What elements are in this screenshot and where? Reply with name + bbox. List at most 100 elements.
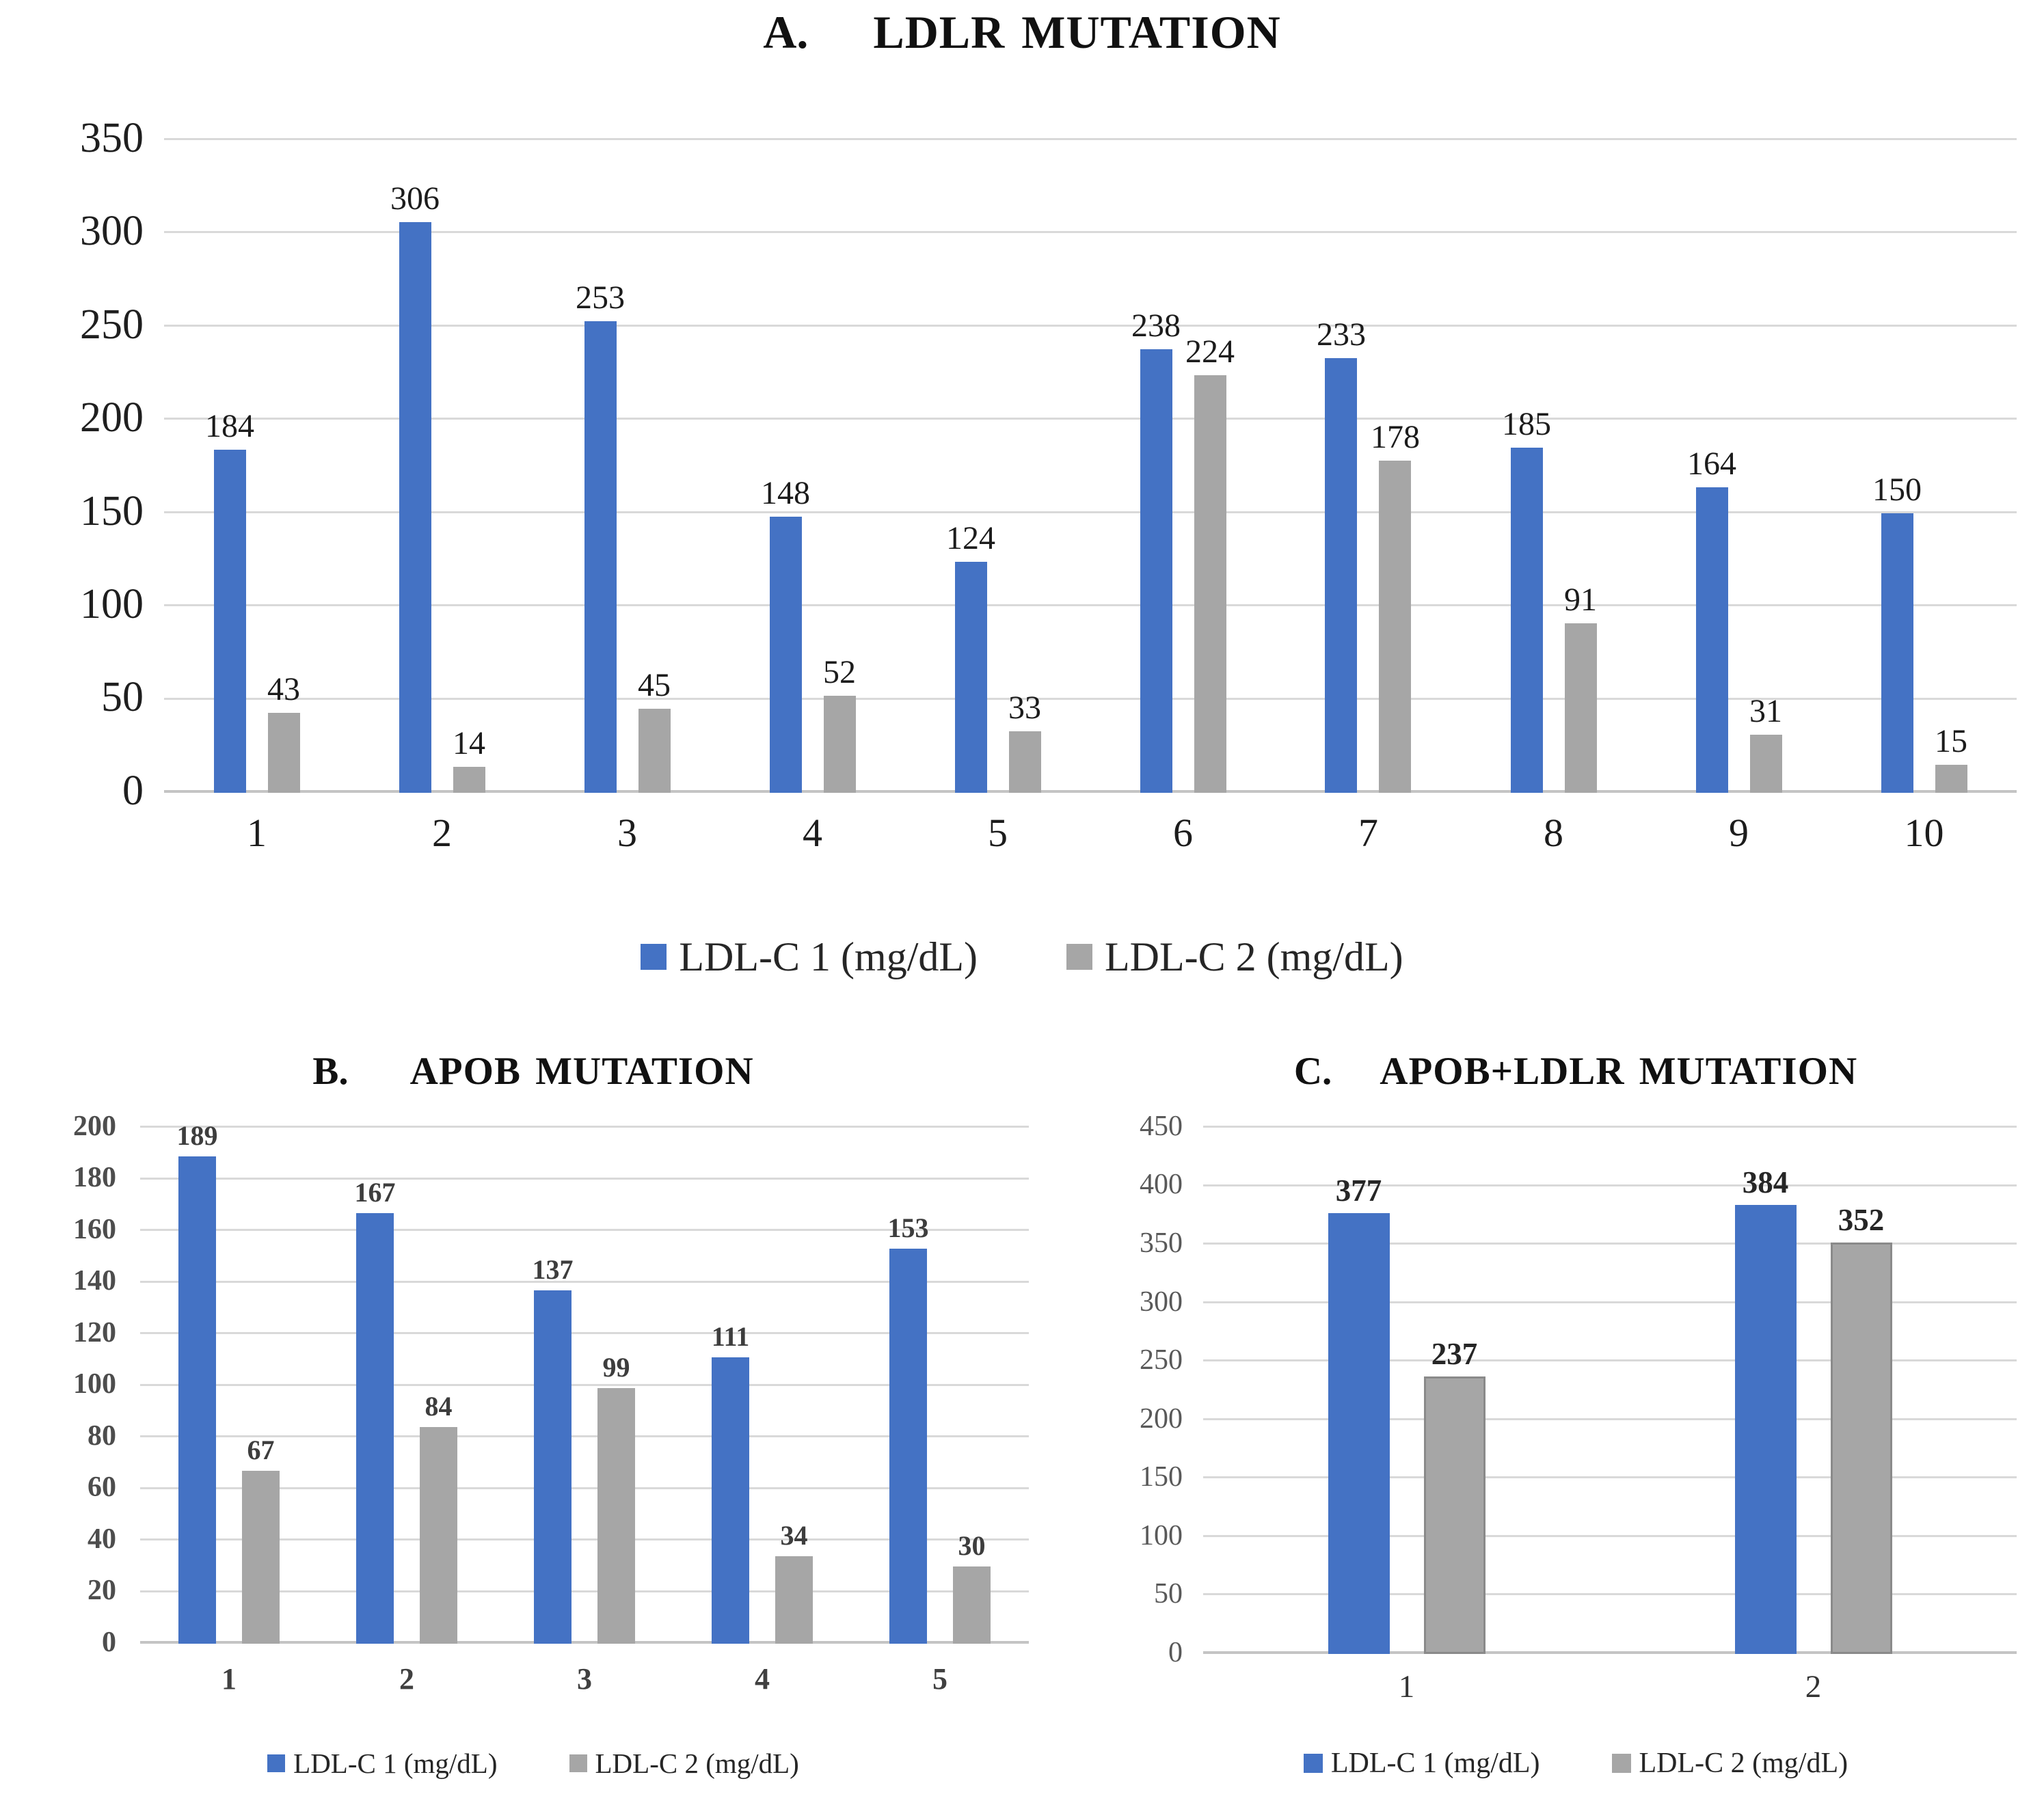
bar-series-1-category-7 (1325, 358, 1358, 793)
gridline (164, 324, 2017, 327)
legend-label: LDL-C 1 (mg/dL) (293, 1747, 498, 1779)
x-axis-category-label: 7 (1358, 811, 1378, 855)
gridline (164, 418, 2017, 420)
x-axis-category-label: 4 (755, 1662, 770, 1696)
bar-series-2-category-6 (1194, 375, 1226, 793)
bar-series-1-category-6 (1140, 349, 1172, 793)
y-axis-tick-label: 300 (80, 208, 144, 255)
x-axis-category-label: 4 (803, 811, 822, 855)
bar-value-label: 238 (1131, 307, 1181, 344)
y-axis-tick-label: 250 (80, 301, 144, 348)
bar-value-label: 14 (453, 724, 485, 761)
gridline (140, 1487, 1029, 1489)
bar-series-2-category-5 (953, 1566, 991, 1644)
chart-a-x-axis: 1 2 3 4 5 6 7 8 9 10 (164, 813, 2017, 875)
chart-b-legend: LDL-C 1 (mg/dL) LDL-C 2 (mg/dL) (14, 1736, 1053, 1791)
bar-value-label: 31 (1749, 693, 1782, 730)
gridline (140, 1332, 1029, 1334)
y-axis-tick-label: 150 (1140, 1461, 1183, 1493)
bar-series-2-category-8 (1564, 623, 1597, 793)
gridline (164, 138, 2017, 140)
bar-series-1-category-5 (889, 1249, 927, 1644)
y-axis-tick-label: 140 (73, 1265, 116, 1297)
gridline (140, 1383, 1029, 1386)
legend-swatch-icon (267, 1754, 286, 1772)
bar-series-1-category-1 (213, 449, 246, 793)
chart-b-plot-area: 0 20 40 60 80 100 120 140 160 180 200 189 67 167 84 137… (73, 1112, 1029, 1657)
chart-a-legend: LDL-C 1 (mg/dL) LDL-C 2 (mg/dL) (0, 919, 2044, 994)
bar-series-1-category-1 (178, 1156, 216, 1644)
gridline (140, 1280, 1029, 1283)
legend-swatch-icon (1303, 1754, 1323, 1773)
y-axis-tick-label: 0 (1168, 1636, 1183, 1668)
bar-value-label: 184 (205, 407, 254, 444)
chart-b-title: APOB MUTATION (409, 1050, 754, 1093)
bar-value-label: 384 (1742, 1165, 1789, 1199)
chart-panel-c: C. APOB+LDLR MUTATION 0 50 100 150 200 250 300… (1107, 1018, 2044, 1804)
bar-series-2-category-2 (1830, 1242, 1892, 1654)
y-axis-tick-label: 20 (88, 1575, 116, 1607)
bar-series-2-category-1 (1423, 1376, 1485, 1654)
gridline (1203, 1184, 2017, 1186)
gridline (1203, 1476, 2017, 1479)
y-axis-tick-label: 100 (1140, 1519, 1183, 1551)
gridline (140, 1177, 1029, 1180)
bar-series-1-category-4 (769, 517, 802, 793)
y-axis-tick-label: 300 (1140, 1286, 1183, 1318)
y-axis-tick-label: 450 (1140, 1110, 1183, 1142)
gridline (164, 604, 2017, 607)
y-axis-tick-label: 200 (1140, 1402, 1183, 1435)
bar-series-2-category-3 (638, 709, 671, 793)
legend-swatch-icon (641, 944, 667, 970)
y-axis-tick-label: 200 (80, 394, 144, 442)
y-axis-tick-label: 0 (102, 1626, 116, 1658)
bar-series-1-category-4 (712, 1357, 749, 1644)
gridline (164, 790, 2017, 793)
y-axis-tick-label: 80 (88, 1420, 116, 1452)
bar-value-label: 253 (576, 279, 625, 316)
bar-series-1-category-1 (1328, 1212, 1390, 1654)
bar-series-2-category-9 (1749, 735, 1782, 793)
chart-c-plot-area: 0 50 100 150 200 250 300 350 400 450 377 237 384 352 (1140, 1112, 2017, 1667)
y-axis-tick-label: 60 (88, 1471, 116, 1504)
legend-item-series-1: LDL-C 1 (mg/dL) (267, 1747, 498, 1779)
bar-value-label: 137 (532, 1253, 574, 1285)
x-axis-category-label: 9 (1729, 811, 1749, 855)
chart-a-plot-area: 0 50 100 150 200 250 300 350 184 43 306 14 253 45 148 5… (80, 117, 2017, 812)
chart-b-panel-label: B. (312, 1050, 349, 1093)
y-axis-tick-label: 150 (80, 487, 144, 534)
bar-value-label: 233 (1316, 316, 1366, 353)
x-axis-category-label: 1 (247, 811, 267, 855)
legend-label: LDL-C 2 (mg/dL) (595, 1747, 799, 1779)
bar-series-2-category-2 (420, 1426, 457, 1644)
bar-value-label: 111 (711, 1320, 750, 1352)
y-axis-tick-label: 200 (73, 1110, 116, 1142)
legend-swatch-icon (1066, 944, 1092, 970)
y-axis-tick-label: 50 (101, 674, 144, 721)
y-axis-tick-label: 100 (80, 581, 144, 628)
chart-a-panel-label: A. (763, 6, 809, 58)
bar-series-2-category-5 (1008, 731, 1041, 793)
x-axis-category-label: 2 (399, 1662, 414, 1696)
y-axis-tick-label: 100 (73, 1368, 116, 1400)
gridline (164, 231, 2017, 234)
bar-value-label: 352 (1838, 1202, 1885, 1237)
chart-b-titlebar: B. APOB MUTATION (14, 1049, 1053, 1094)
bar-series-1-category-3 (584, 321, 617, 793)
bar-value-label: 30 (958, 1530, 986, 1561)
chart-c-title: APOB+LDLR MUTATION (1380, 1050, 1858, 1093)
bar-series-1-category-2 (356, 1212, 394, 1644)
chart-c-legend: LDL-C 1 (mg/dL) LDL-C 2 (mg/dL) (1107, 1736, 2044, 1791)
x-axis-category-label: 6 (1173, 811, 1193, 855)
x-axis-category-label: 1 (1398, 1669, 1415, 1705)
bar-value-label: 237 (1431, 1337, 1478, 1372)
chart-panel-a: A. LDLR MUTATION 0 50 100 150 200 250 300 350 18… (0, 5, 2044, 994)
bar-series-1-category-3 (534, 1290, 571, 1644)
bar-value-label: 43 (267, 670, 300, 707)
y-axis-tick-label: 120 (73, 1316, 116, 1348)
chart-a-titlebar: A. LDLR MUTATION (0, 5, 2044, 59)
legend-item-series-2: LDL-C 2 (mg/dL) (1066, 936, 1403, 977)
bar-series-2-category-1 (267, 712, 300, 793)
